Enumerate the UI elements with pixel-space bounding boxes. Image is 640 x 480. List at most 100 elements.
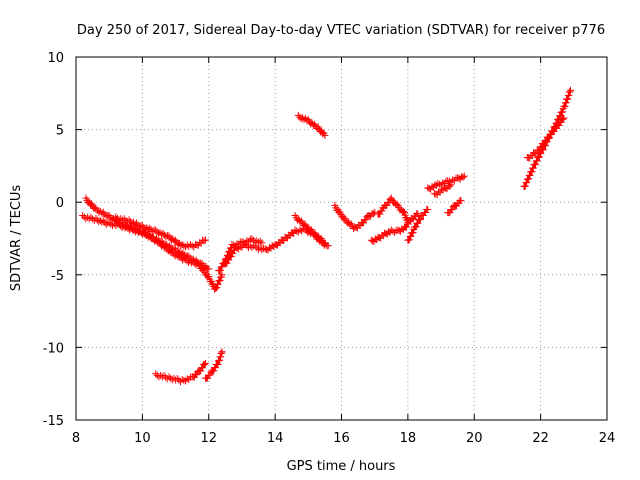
data-point	[460, 172, 468, 180]
data-point	[566, 88, 574, 96]
series-arc-16	[444, 197, 465, 217]
data-point	[321, 239, 329, 247]
y-tick-label: 5	[56, 124, 64, 139]
y-tick-label: -10	[43, 341, 64, 356]
data-point	[444, 177, 452, 185]
data-point	[216, 276, 224, 284]
data-point	[371, 208, 379, 216]
data-point	[218, 271, 226, 279]
data-point	[243, 237, 251, 245]
data-point	[131, 220, 139, 228]
data-point	[521, 182, 529, 190]
series-arc-9	[201, 348, 226, 382]
x-tick-label: 22	[532, 431, 549, 446]
data-point	[200, 361, 208, 369]
data-point	[261, 245, 269, 253]
data-point	[182, 255, 190, 263]
data-point	[362, 216, 370, 224]
data-point	[424, 184, 432, 192]
x-tick-label: 8	[72, 431, 80, 446]
data-point	[139, 230, 147, 238]
data-point	[173, 375, 181, 383]
data-point	[523, 178, 531, 186]
data-point	[238, 238, 246, 246]
chart-title: Day 250 of 2017, Sidereal Day-to-day VTE…	[77, 23, 605, 38]
data-point	[529, 164, 537, 172]
x-axis-label: GPS time / hours	[287, 459, 396, 474]
data-point	[183, 375, 191, 383]
data-point	[162, 233, 170, 241]
data-point	[268, 242, 276, 250]
data-point	[376, 210, 384, 218]
data-point	[233, 240, 241, 248]
data-point	[105, 219, 113, 227]
data-point	[424, 205, 432, 213]
data-point	[405, 236, 413, 244]
data-point	[99, 217, 107, 225]
axis-ticks: 8 10 12 14 16 18 20 22 24 -15 -10 -5 0 5 10	[43, 51, 616, 446]
data-point	[226, 247, 234, 255]
data-point	[448, 206, 456, 214]
data-point	[404, 219, 412, 227]
x-tick-label: 12	[200, 431, 217, 446]
data-point	[297, 115, 305, 123]
series-arc-15	[430, 181, 455, 198]
data-point	[414, 219, 422, 227]
data-point	[559, 115, 567, 123]
data-point	[562, 99, 570, 107]
data-point	[532, 160, 540, 168]
data-point	[446, 182, 454, 190]
data-point	[189, 258, 197, 265]
data-point	[565, 91, 573, 99]
series-arc-5	[215, 235, 266, 275]
data-point	[98, 209, 106, 217]
data-point	[135, 223, 143, 231]
data-point	[296, 226, 304, 234]
data-point	[307, 230, 315, 238]
data-point	[296, 113, 304, 121]
data-point	[321, 131, 329, 139]
y-tick-label: -15	[43, 414, 64, 429]
data-point	[566, 86, 574, 94]
x-tick-label: 10	[134, 431, 151, 446]
series-arc-14	[424, 172, 468, 193]
data-point	[223, 255, 231, 263]
data-point	[407, 232, 415, 240]
data-point	[230, 241, 238, 249]
x-tick-label: 16	[333, 431, 350, 446]
series-arc-7	[294, 111, 329, 139]
data-point	[434, 180, 442, 188]
data-point	[399, 207, 407, 215]
data-point	[439, 179, 447, 187]
data-point	[416, 215, 424, 223]
data-point	[449, 176, 457, 184]
data-point	[182, 243, 190, 251]
data-point	[214, 280, 222, 288]
series-arc-11	[367, 210, 422, 245]
data-point	[179, 256, 187, 264]
grid	[76, 57, 607, 420]
data-point	[206, 371, 214, 379]
data-point	[205, 265, 213, 273]
data-point	[409, 228, 417, 236]
data-point	[158, 230, 166, 238]
data-point	[248, 235, 256, 243]
data-point	[213, 284, 221, 292]
series-arc-3	[112, 213, 209, 251]
data-point	[294, 111, 302, 119]
data-point	[146, 224, 154, 232]
y-tick-label: -5	[51, 269, 64, 284]
data-point	[301, 114, 309, 122]
data-point	[556, 112, 564, 120]
data-point	[183, 241, 191, 249]
data-point	[435, 180, 443, 188]
series-arc-8	[152, 359, 209, 386]
x-tick-label: 24	[599, 431, 616, 446]
data-point	[112, 213, 120, 221]
data-point	[393, 200, 401, 208]
data-point	[216, 266, 224, 274]
data-point	[447, 181, 455, 189]
data-point	[197, 367, 205, 375]
data-point	[210, 367, 218, 375]
